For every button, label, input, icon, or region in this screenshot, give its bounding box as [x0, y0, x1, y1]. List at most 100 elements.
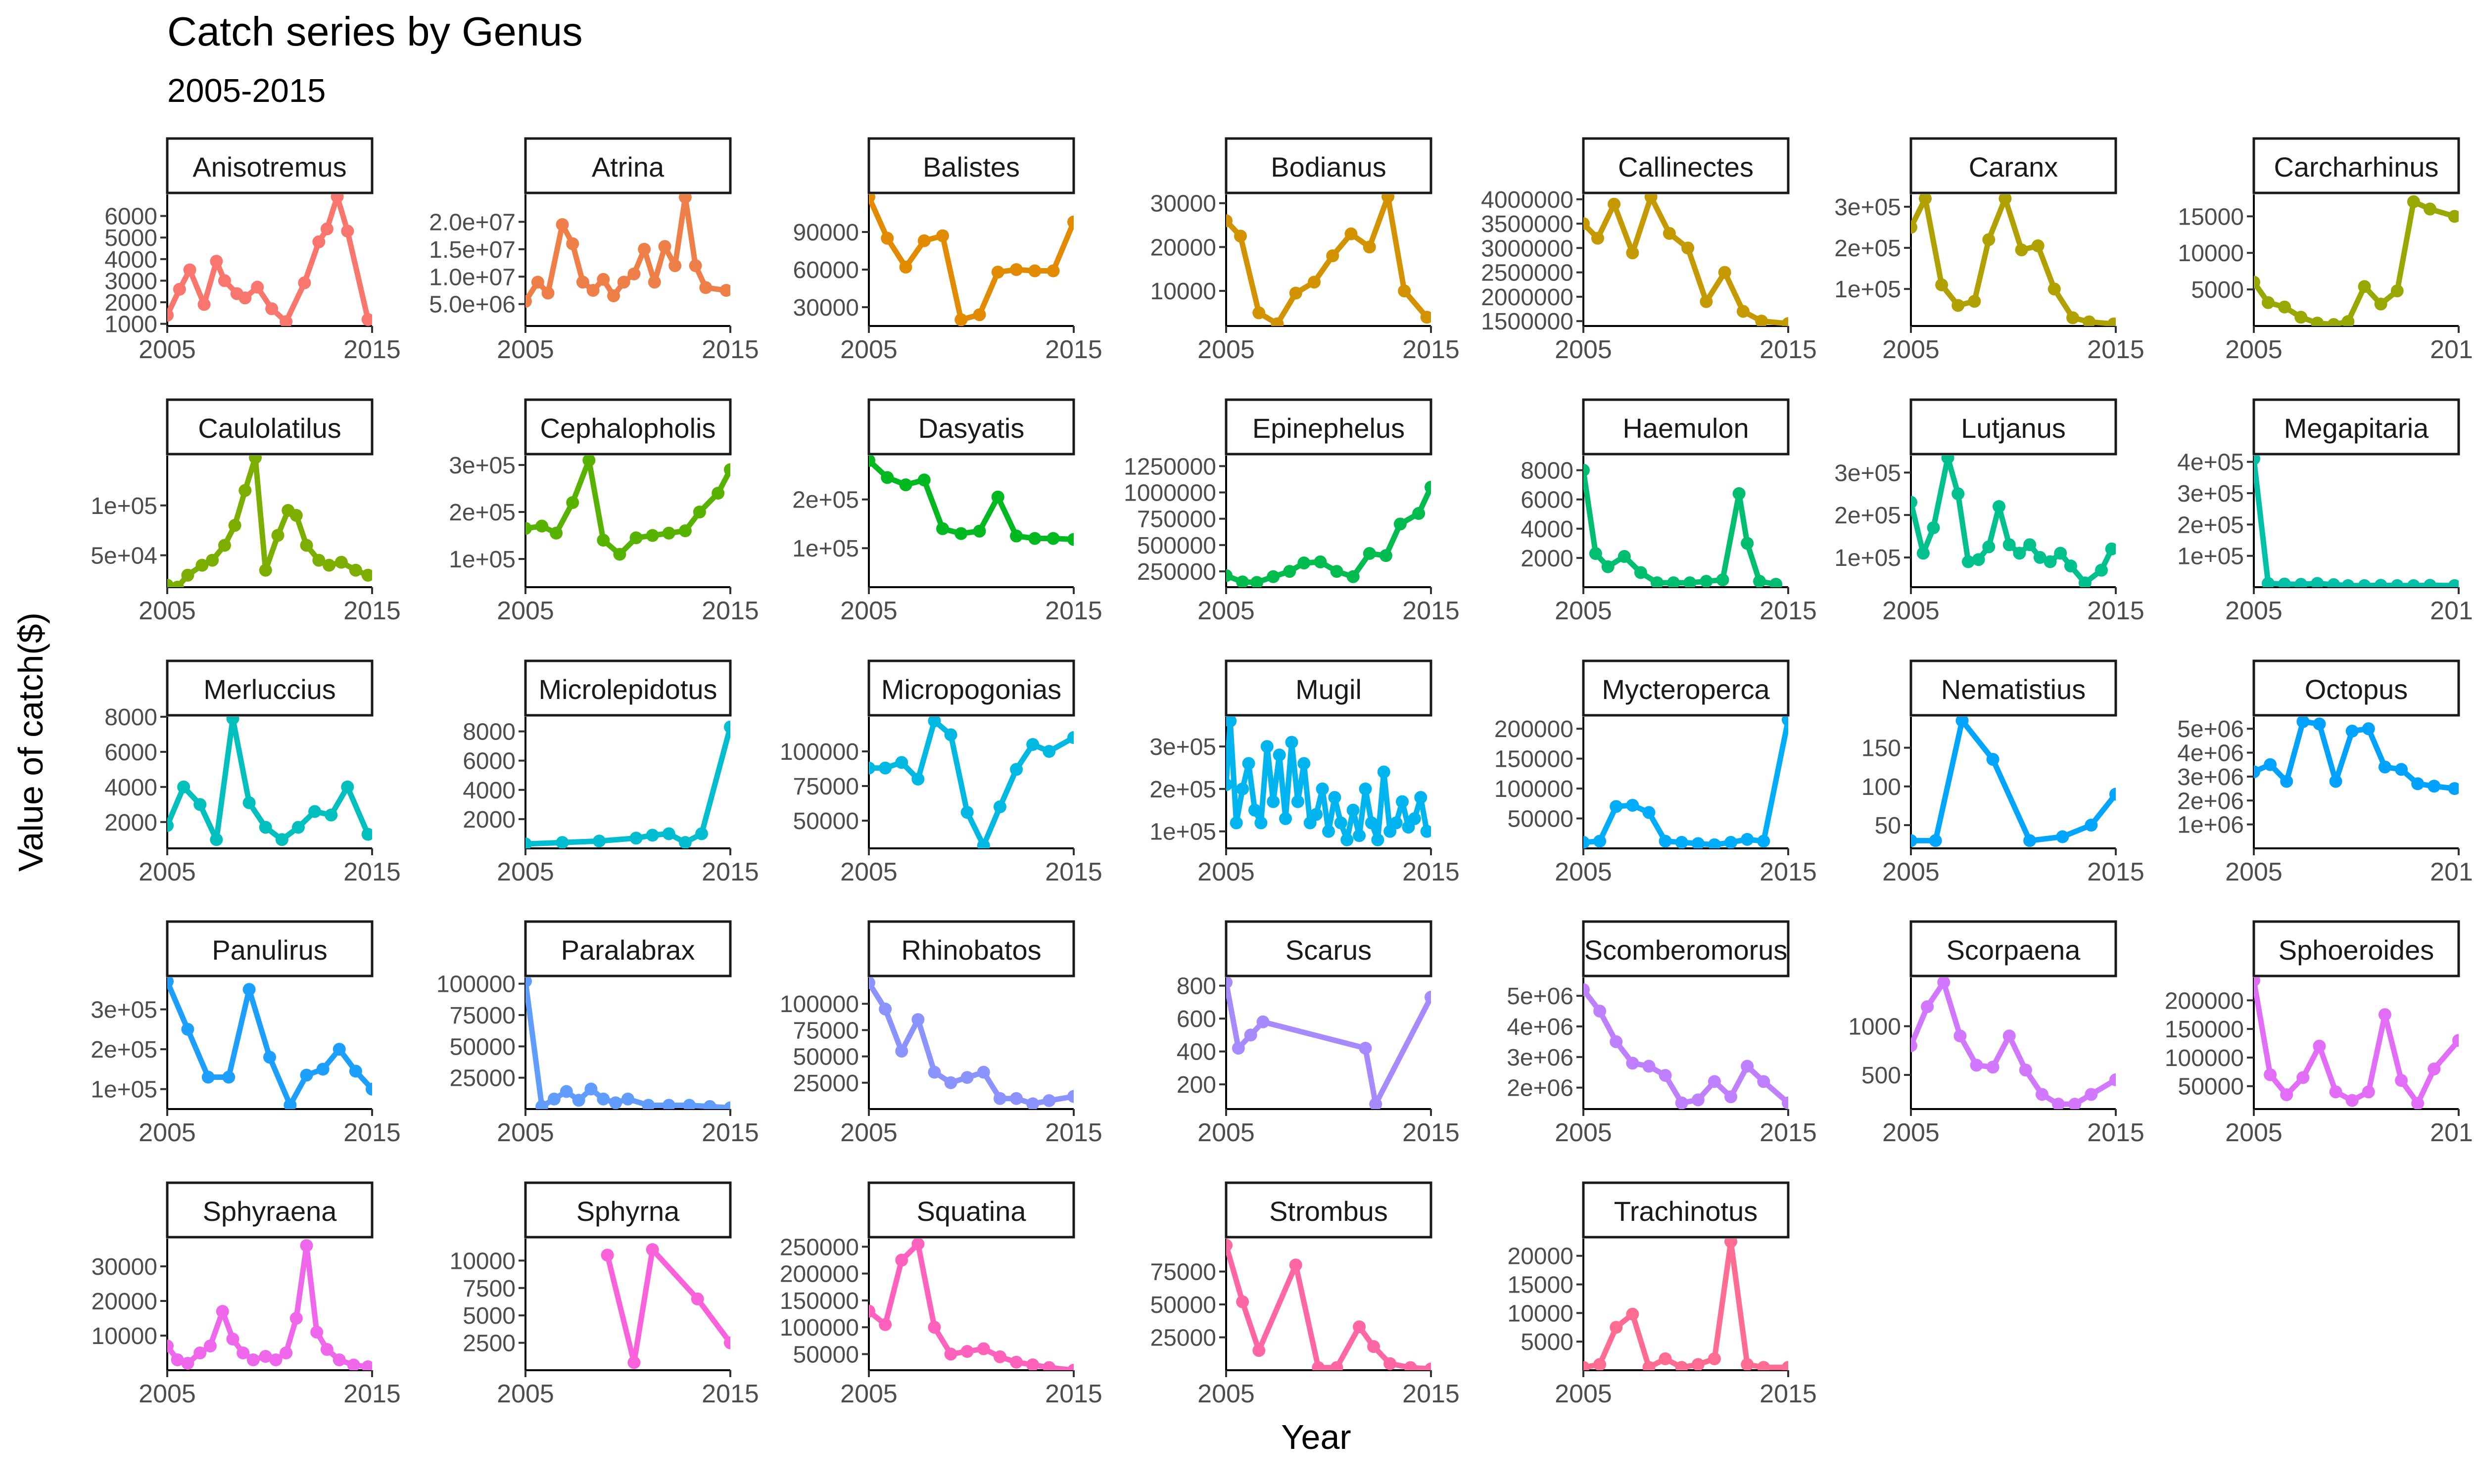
facet-strip-label: Epinephelus: [1252, 413, 1405, 444]
data-point: [2395, 763, 2408, 776]
y-tick-label: 2000: [1521, 546, 1573, 572]
data-point: [1043, 1361, 1056, 1370]
data-point: [2395, 1074, 2408, 1087]
x-tick-label: 2015: [1402, 597, 1460, 625]
data-point: [320, 1343, 333, 1356]
y-tick-label: 3e+05: [1149, 734, 1216, 760]
data-point: [308, 805, 322, 818]
data-point: [1911, 834, 1917, 847]
data-point: [341, 225, 354, 238]
x-tick-label: 2015: [702, 858, 759, 886]
data-point: [1757, 1075, 1770, 1088]
x-tick-label: 2005: [139, 335, 196, 364]
data-point: [1252, 1344, 1266, 1357]
x-tick-label: 2005: [1882, 858, 1940, 886]
y-tick-label: 6000: [104, 740, 157, 766]
facet-strip: [1909, 137, 2117, 194]
y-tick-label: 5e+04: [91, 543, 157, 569]
x-tick-label: 2005: [139, 1118, 196, 1147]
series-line-sphoeroides: [2254, 977, 2459, 1106]
facet-strip-label: Sphoeroides: [2279, 934, 2434, 966]
facet-panel-caulolatilus: Caulolatilus 5e+04 1e+05 2005 2015: [91, 398, 401, 625]
data-point: [1998, 194, 2012, 205]
data-point: [238, 291, 252, 305]
facet-strip-label: Sphyraena: [203, 1196, 337, 1227]
y-tick-label: 1e+05: [1834, 545, 1901, 571]
y-tick-label: 10000: [1508, 1300, 1573, 1327]
data-point: [1250, 576, 1264, 587]
y-tick-label: 2000000: [1481, 284, 1573, 311]
y-tick-label: 2000: [104, 810, 157, 836]
data-point: [2280, 775, 2293, 788]
data-point: [977, 1066, 990, 1079]
data-point: [1935, 278, 1949, 291]
data-point: [1363, 547, 1376, 560]
y-tick-label: 1e+05: [91, 1077, 157, 1103]
y-tick-label: 10000: [2178, 240, 2244, 267]
facet-strip-label: Anisotremus: [192, 151, 346, 183]
data-point: [1732, 487, 1746, 500]
data-point: [1918, 194, 1932, 205]
data-point: [2264, 1068, 2277, 1081]
series-group: [601, 1243, 730, 1369]
y-tick-label: 75000: [450, 1003, 516, 1029]
series-line-balistes: [869, 194, 1074, 323]
data-point: [1718, 266, 1731, 279]
data-point: [2311, 317, 2324, 326]
y-tick-label: 5000: [463, 1303, 516, 1329]
data-point: [2329, 775, 2342, 788]
facet-strip: [166, 137, 374, 194]
x-tick-label: 2005: [1555, 335, 1612, 364]
facet-strip-label: Micropogonias: [881, 674, 1061, 705]
data-point: [291, 821, 305, 834]
y-tick-label: 20000: [92, 1289, 157, 1315]
data-point: [547, 1092, 561, 1106]
data-point: [1708, 838, 1721, 848]
data-point: [2056, 830, 2069, 843]
data-point: [1420, 311, 1431, 324]
data-point: [280, 1346, 293, 1359]
facet-strip-label: Atrina: [592, 151, 665, 183]
data-point: [683, 1099, 696, 1109]
x-tick-label: 2005: [1882, 1118, 1940, 1147]
data-point: [662, 827, 675, 840]
data-point: [2424, 579, 2437, 587]
data-point: [977, 1342, 990, 1355]
data-point: [678, 524, 692, 537]
data-point: [271, 529, 285, 542]
data-point: [1289, 1258, 1302, 1272]
y-tick-label: 30000: [793, 295, 859, 321]
facet-strip: [1225, 920, 1432, 977]
y-tick-label: 150000: [780, 1288, 859, 1314]
data-point: [1583, 983, 1590, 996]
data-point: [609, 1096, 622, 1109]
data-point: [1369, 1098, 1382, 1109]
data-point: [1951, 487, 1965, 501]
series-group: [525, 720, 730, 848]
data-point: [1365, 816, 1378, 830]
data-point: [218, 274, 231, 287]
data-point: [2015, 243, 2028, 257]
x-tick-label: 2015: [2430, 1118, 2474, 1147]
series-line-callinectes: [1583, 194, 1788, 326]
data-point: [2448, 782, 2459, 795]
data-point: [1941, 456, 1954, 464]
data-point: [1230, 816, 1243, 830]
data-point: [2280, 1088, 2293, 1102]
data-point: [566, 237, 579, 250]
series-group: [1911, 194, 2116, 326]
data-point: [2264, 758, 2277, 771]
data-point: [525, 977, 532, 988]
data-point: [1289, 286, 1302, 300]
data-point: [531, 276, 544, 289]
series-line-paralabrax: [525, 978, 730, 1109]
facet-strip: [524, 1181, 732, 1239]
data-point: [1601, 560, 1615, 573]
data-point: [699, 281, 713, 294]
data-point: [535, 519, 549, 533]
facet-strip: [1909, 659, 2117, 717]
data-point: [1691, 1358, 1705, 1370]
data-point: [869, 1304, 875, 1318]
series-group: [1911, 977, 2116, 1109]
